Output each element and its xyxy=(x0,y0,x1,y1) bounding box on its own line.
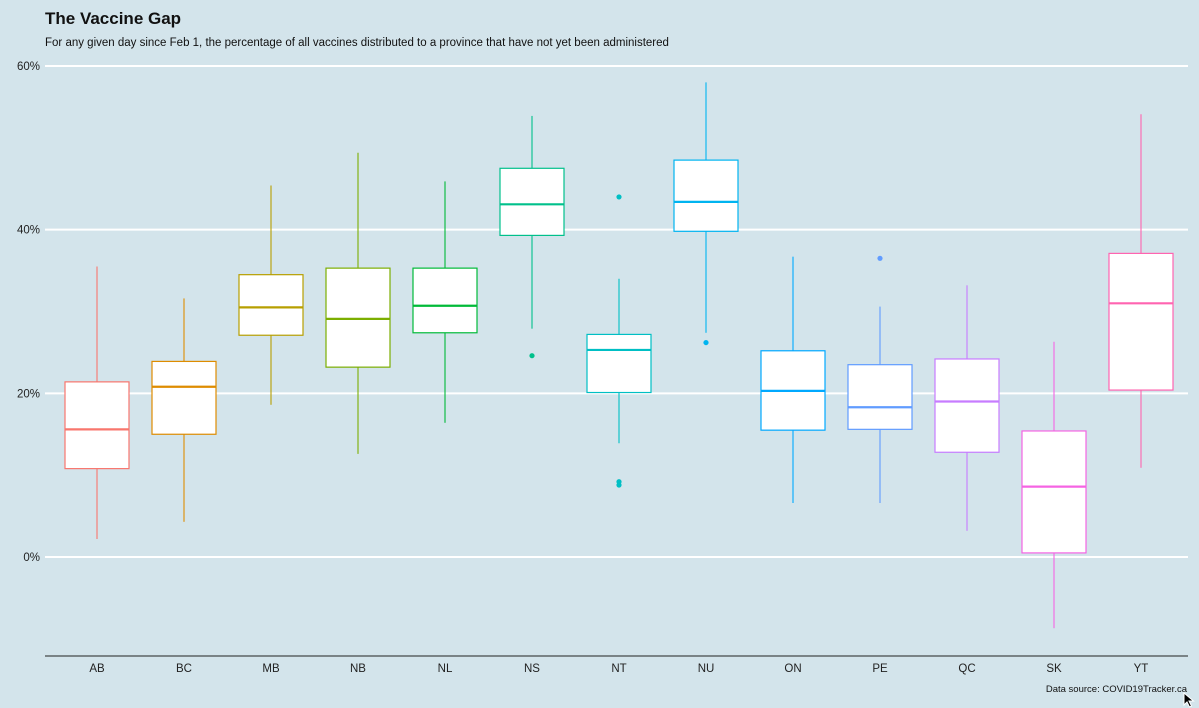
box-iqr xyxy=(325,267,391,368)
outlier-point xyxy=(616,482,622,488)
box-iqr xyxy=(586,333,652,394)
y-axis-labels: 0% 20% 40% 60% xyxy=(17,61,40,564)
x-tick-label: NU xyxy=(698,663,715,675)
box-iqr xyxy=(238,274,304,336)
x-tick-label: AB xyxy=(89,663,105,675)
chart-subtitle: For any given day since Feb 1, the perce… xyxy=(45,37,669,49)
box-nt xyxy=(586,194,652,488)
y-tick-label: 0% xyxy=(23,552,40,564)
x-tick-label: NT xyxy=(611,663,626,675)
mouse-cursor-icon xyxy=(1183,692,1195,708)
x-tick-label: BC xyxy=(176,663,192,675)
y-tick-label: 60% xyxy=(17,61,40,73)
x-tick-label: ON xyxy=(784,663,801,675)
box-bc xyxy=(151,298,217,522)
box-iqr xyxy=(1021,430,1087,554)
gridlines xyxy=(45,65,1188,558)
box-sk xyxy=(1021,341,1087,629)
outlier-point xyxy=(529,353,535,359)
x-tick-label: PE xyxy=(872,663,888,675)
box-on xyxy=(760,256,826,503)
box-mb xyxy=(238,185,304,405)
outlier-point xyxy=(703,339,709,346)
boxes xyxy=(64,82,1174,629)
y-tick-label: 40% xyxy=(17,225,40,237)
x-tick-label: NL xyxy=(438,663,453,675)
outlier-point xyxy=(616,194,622,200)
box-iqr xyxy=(64,381,130,470)
x-tick-label: SK xyxy=(1046,663,1062,675)
box-qc xyxy=(934,285,1000,531)
box-yt xyxy=(1108,114,1174,468)
box-iqr xyxy=(151,360,217,435)
box-iqr xyxy=(934,358,1000,453)
x-axis-labels: AB BC MB NB NL NS NT NU ON PE QC SK YT xyxy=(89,663,1148,675)
outlier-point xyxy=(877,255,883,261)
box-iqr xyxy=(412,267,478,334)
box-iqr xyxy=(847,364,913,430)
box-nb xyxy=(325,152,391,454)
box-iqr xyxy=(499,167,565,236)
data-source-note: Data source: COVID19Tracker.ca xyxy=(1045,684,1187,695)
box-nu xyxy=(673,82,739,346)
x-tick-label: YT xyxy=(1134,663,1149,675)
box-nl xyxy=(412,181,478,423)
x-tick-label: NS xyxy=(524,663,540,675)
box-ab xyxy=(64,266,130,539)
box-pe xyxy=(847,255,913,503)
chart-title: The Vaccine Gap xyxy=(45,9,182,28)
y-tick-label: 20% xyxy=(17,388,40,400)
x-tick-label: MB xyxy=(262,663,280,675)
box-iqr xyxy=(673,159,739,232)
box-ns xyxy=(499,115,565,359)
x-tick-label: QC xyxy=(958,663,975,675)
box-iqr xyxy=(1108,252,1174,391)
x-tick-label: NB xyxy=(350,663,366,675)
